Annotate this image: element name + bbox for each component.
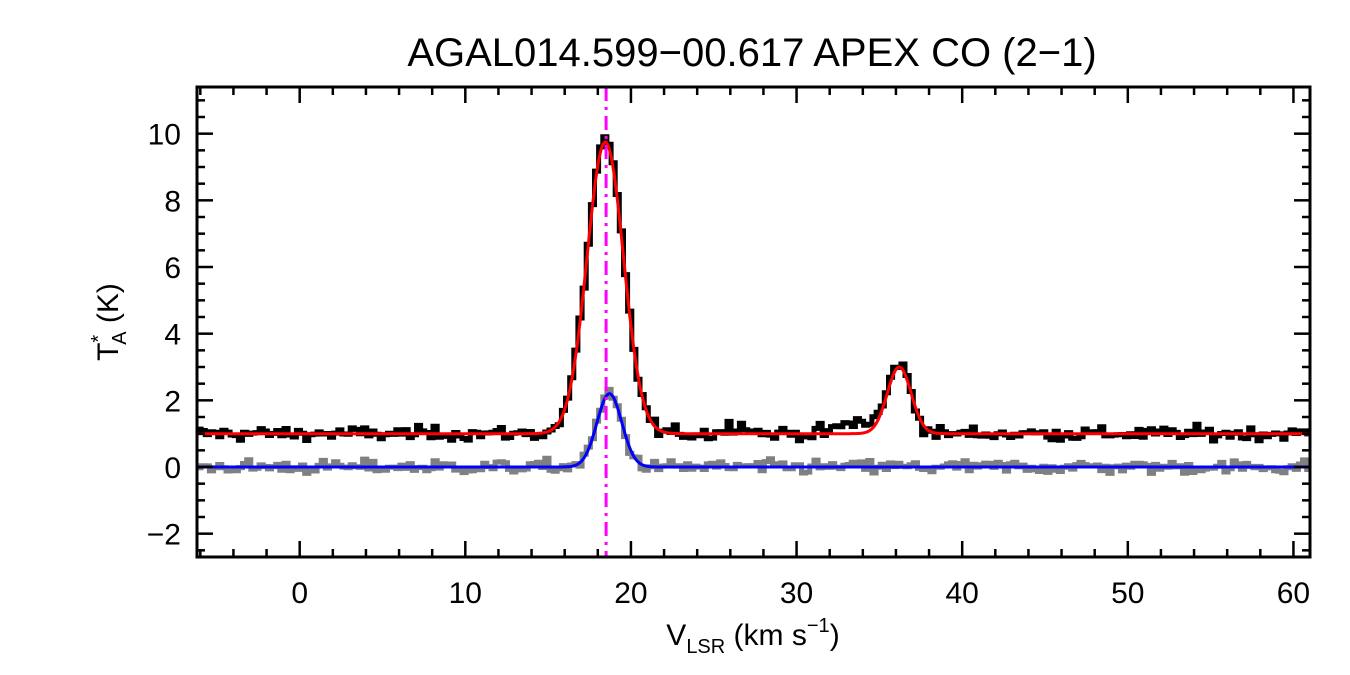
x-tick-label: 50 — [1111, 577, 1144, 610]
series-0-observed-spectrum — [197, 134, 1310, 444]
y-tick-label: 0 — [164, 452, 181, 485]
y-tick-label: 6 — [164, 252, 181, 285]
plot-area — [195, 85, 1312, 559]
x-tick-labels: 0 10 20 30 40 50 60 — [291, 577, 1310, 610]
x-tick-label: 0 — [291, 577, 308, 610]
y-tick-labels: −2 0 2 4 6 8 10 — [147, 119, 181, 552]
plot-frame — [195, 85, 1312, 559]
y-tick-label: 4 — [164, 319, 181, 352]
x-tick-label: 10 — [449, 577, 482, 610]
y-tick-label: −2 — [147, 519, 181, 552]
x-tick-label: 20 — [614, 577, 647, 610]
x-tick-label: 60 — [1277, 577, 1310, 610]
x-tick-label: 40 — [946, 577, 979, 610]
y-axis-label: T*A (K) — [88, 283, 131, 361]
y-tick-label: 2 — [164, 385, 181, 418]
series-2-fit — [197, 140, 1310, 436]
x-axis-label: VLSR (km s−1) — [666, 615, 839, 658]
y-tick-label: 10 — [148, 119, 181, 152]
series-3-fit — [197, 392, 1310, 469]
y-tick-label: 8 — [164, 185, 181, 218]
series-layer — [197, 134, 1310, 476]
x-tick-label: 30 — [780, 577, 813, 610]
chart-title: AGAL014.599−00.617 APEX CO (2−1) — [407, 31, 1096, 75]
ticks-layer — [197, 87, 1310, 557]
